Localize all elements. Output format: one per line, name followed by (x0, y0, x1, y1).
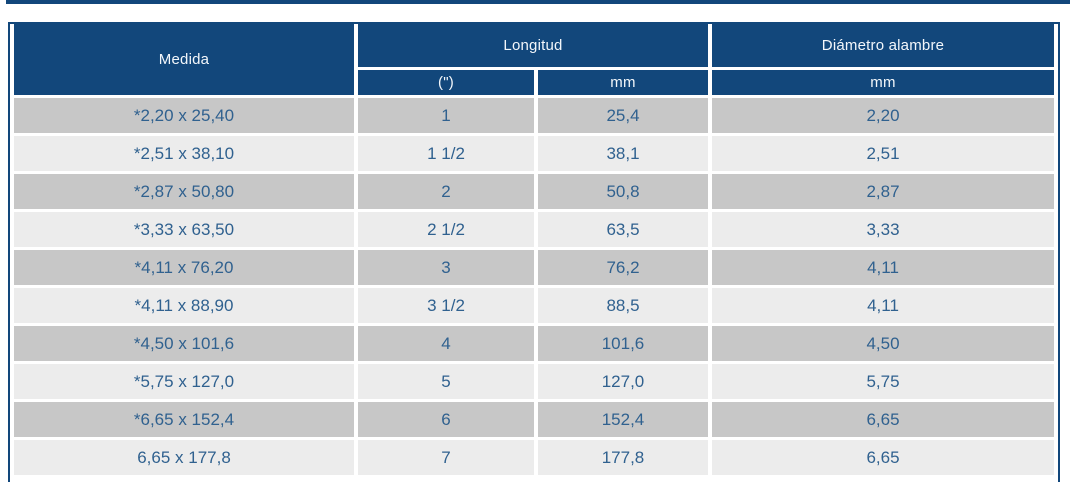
top-divider-bar (6, 0, 1070, 4)
cell-longitud-inches: 2 (358, 174, 534, 209)
cell-longitud-inches: 3 1/2 (358, 288, 534, 323)
cell-diametro-mm: 2,51 (712, 136, 1054, 171)
spec-table-container: Medida Longitud Diámetro alambre (") mm … (8, 22, 1060, 482)
table-row: *2,87 x 50,80 2 50,8 2,87 (14, 174, 1054, 209)
cell-medida: 6,65 x 177,8 (14, 440, 354, 475)
cell-diametro-mm: 4,50 (712, 326, 1054, 361)
table-row: *4,11 x 88,90 3 1/2 88,5 4,11 (14, 288, 1054, 323)
table-row: *4,50 x 101,6 4 101,6 4,50 (14, 326, 1054, 361)
table-body: *2,20 x 25,40 1 25,4 2,20 *2,51 x 38,10 … (14, 98, 1054, 475)
cell-longitud-inches: 3 (358, 250, 534, 285)
cell-longitud-mm: 152,4 (538, 402, 708, 437)
cell-medida: *4,11 x 76,20 (14, 250, 354, 285)
cell-longitud-mm: 101,6 (538, 326, 708, 361)
table-row: *2,20 x 25,40 1 25,4 2,20 (14, 98, 1054, 133)
cell-longitud-mm: 25,4 (538, 98, 708, 133)
table-row: *2,51 x 38,10 1 1/2 38,1 2,51 (14, 136, 1054, 171)
cell-longitud-inches: 2 1/2 (358, 212, 534, 247)
header-longitud: Longitud (358, 24, 708, 67)
cell-medida: *5,75 x 127,0 (14, 364, 354, 399)
cell-longitud-mm: 63,5 (538, 212, 708, 247)
table-row: *3,33 x 63,50 2 1/2 63,5 3,33 (14, 212, 1054, 247)
cell-longitud-inches: 1 (358, 98, 534, 133)
cell-medida: *2,87 x 50,80 (14, 174, 354, 209)
cell-longitud-mm: 177,8 (538, 440, 708, 475)
cell-longitud-inches: 6 (358, 402, 534, 437)
cell-longitud-mm: 76,2 (538, 250, 708, 285)
subheader-longitud-mm: mm (538, 70, 708, 95)
cell-diametro-mm: 2,87 (712, 174, 1054, 209)
table-header: Medida Longitud Diámetro alambre (") mm … (14, 24, 1054, 95)
cell-longitud-mm: 50,8 (538, 174, 708, 209)
cell-diametro-mm: 2,20 (712, 98, 1054, 133)
cell-medida: *2,20 x 25,40 (14, 98, 354, 133)
table-row: *4,11 x 76,20 3 76,2 4,11 (14, 250, 1054, 285)
cell-longitud-inches: 5 (358, 364, 534, 399)
header-medida: Medida (14, 24, 354, 95)
cell-medida: *4,11 x 88,90 (14, 288, 354, 323)
cell-medida: *4,50 x 101,6 (14, 326, 354, 361)
cell-longitud-mm: 38,1 (538, 136, 708, 171)
spec-table: Medida Longitud Diámetro alambre (") mm … (10, 24, 1058, 478)
subheader-inches: (") (358, 70, 534, 95)
cell-diametro-mm: 4,11 (712, 250, 1054, 285)
cell-diametro-mm: 6,65 (712, 402, 1054, 437)
cell-diametro-mm: 5,75 (712, 364, 1054, 399)
cell-medida: *6,65 x 152,4 (14, 402, 354, 437)
cell-diametro-mm: 4,11 (712, 288, 1054, 323)
cell-longitud-inches: 1 1/2 (358, 136, 534, 171)
cell-longitud-inches: 7 (358, 440, 534, 475)
table-row: *6,65 x 152,4 6 152,4 6,65 (14, 402, 1054, 437)
cell-longitud-inches: 4 (358, 326, 534, 361)
cell-longitud-mm: 127,0 (538, 364, 708, 399)
header-diametro-alambre: Diámetro alambre (712, 24, 1054, 67)
cell-diametro-mm: 3,33 (712, 212, 1054, 247)
table-row: 6,65 x 177,8 7 177,8 6,65 (14, 440, 1054, 475)
cell-medida: *3,33 x 63,50 (14, 212, 354, 247)
cell-diametro-mm: 6,65 (712, 440, 1054, 475)
cell-medida: *2,51 x 38,10 (14, 136, 354, 171)
cell-longitud-mm: 88,5 (538, 288, 708, 323)
table-row: *5,75 x 127,0 5 127,0 5,75 (14, 364, 1054, 399)
subheader-diametro-mm: mm (712, 70, 1054, 95)
